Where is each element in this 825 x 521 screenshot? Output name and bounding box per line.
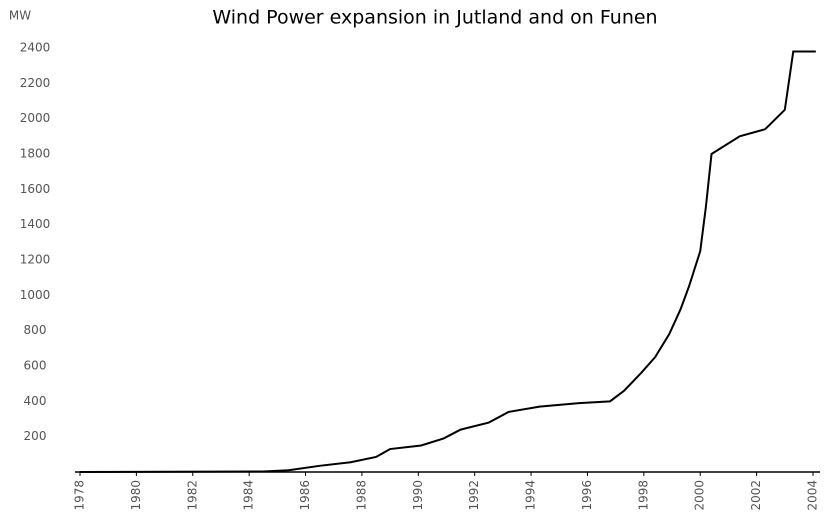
x-tick-label: 1998	[636, 480, 650, 511]
x-tick-label: 2002	[749, 480, 763, 511]
y-tick-label: 2400	[20, 41, 51, 55]
x-tick-label: 1992	[467, 480, 481, 511]
line-series	[79, 50, 816, 473]
y-tick-label: 1000	[20, 288, 51, 302]
x-tick-label: 1994	[524, 480, 538, 511]
y-tick-label: 1600	[20, 182, 51, 196]
y-tick-label: 1400	[20, 217, 51, 231]
x-tick-label: 1978	[73, 480, 87, 511]
x-tick-label: 1980	[129, 480, 143, 511]
x-tick-label: 1982	[185, 480, 199, 511]
y-tick-label: 1200	[20, 253, 51, 267]
x-tick-label: 1988	[354, 480, 368, 511]
y-tick-label: 200	[24, 429, 47, 443]
y-tick-label: 2200	[20, 76, 51, 90]
x-tick-label: 1984	[242, 480, 256, 511]
y-tick-label: 1800	[20, 147, 51, 161]
y-axis-label: MW	[9, 9, 31, 23]
x-tick-label: 1986	[298, 480, 312, 511]
y-tick-label: 2000	[20, 111, 51, 125]
y-tick-label: 800	[24, 323, 47, 337]
x-tick-label: 2004	[806, 480, 820, 511]
x-tick-label: 1990	[411, 480, 425, 511]
y-tick-label: 600	[24, 359, 47, 373]
chart-title: Wind Power expansion in Jutland and on F…	[212, 7, 657, 29]
x-tick-label: 2000	[693, 480, 707, 511]
y-tick-label: 400	[24, 394, 47, 408]
x-tick-label: 1996	[580, 480, 594, 511]
